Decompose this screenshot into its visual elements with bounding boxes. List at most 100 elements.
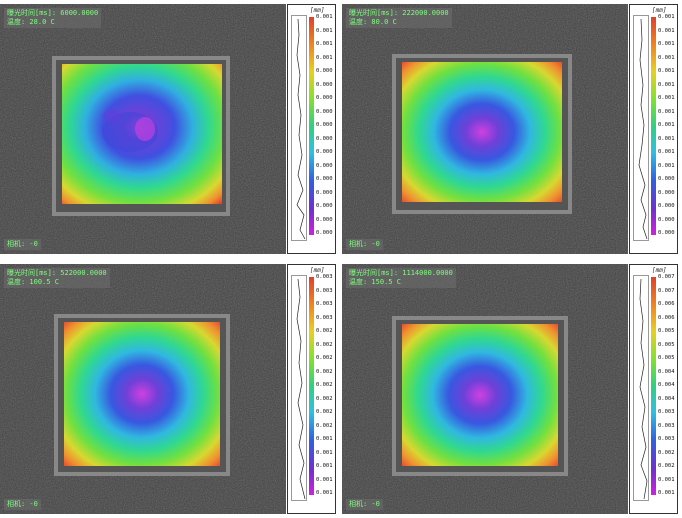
color-scale: [mm] 0.003 0.003 0.003 0.003 0.002 0.002 0.002… — [287, 264, 336, 514]
scale-tick-label: 0.001 — [658, 27, 675, 34]
info-overlay: 曝光时间[ms]: 222000.0000 温度: 80.0 C — [346, 8, 452, 28]
camera-frame: 曝光时间[ms]: 222000.0000 温度: 80.0 C 相机: -0 — [342, 4, 628, 254]
camera-frame: 曝光时间[ms]: 522000.0000 温度: 100.5 C 相机: -0 — [0, 264, 286, 514]
scale-tick-label: 0.002 — [316, 409, 333, 415]
scale-tick-label: 0.002 — [316, 422, 333, 429]
scale-tick-label: 0.004 — [658, 382, 675, 388]
scale-tick-label: 0.007 — [658, 274, 675, 280]
camera-label: 相机: -0 — [4, 499, 41, 510]
scale-tick-label: 0.001 — [316, 490, 333, 496]
scale-tick-label: 0.003 — [316, 301, 333, 307]
deformation-map — [342, 264, 628, 514]
scale-tick-label: 0.001 — [316, 476, 333, 483]
profile-plot — [633, 15, 649, 241]
scale-tick-label: 0.001 — [658, 476, 675, 483]
deformation-panel-3: 曝光时间[ms]: 522000.0000 温度: 100.5 C 相机: -0… — [0, 264, 336, 514]
scale-tick-label: 0.000 — [316, 122, 333, 128]
scale-tick-label: 0.000 — [658, 230, 675, 236]
deformation-map — [342, 4, 628, 254]
profile-plot — [633, 275, 649, 501]
time-label: 曝光时间[ms]: 1114000.0000 — [349, 269, 453, 277]
scale-tick-label: 0.000 — [316, 81, 333, 88]
scale-tick-label: 0.001 — [658, 122, 675, 128]
scale-tick-label: 0.001 — [658, 162, 675, 169]
scale-tick-label: 0.001 — [316, 463, 333, 469]
scale-tick-label: 0.005 — [658, 328, 675, 334]
scale-tick-label: 0.001 — [316, 449, 333, 456]
scale-tick-label: 0.000 — [316, 68, 333, 74]
scale-tick-label: 0.001 — [658, 14, 675, 20]
scale-tick-label: 0.002 — [658, 463, 675, 469]
scale-tick-label: 0.002 — [316, 382, 333, 388]
scale-tick-label: 0.002 — [658, 449, 675, 456]
scale-bar — [309, 277, 314, 495]
scale-tick-label: 0.001 — [658, 54, 675, 61]
scale-tick-label: 0.003 — [316, 287, 333, 294]
scale-bar — [651, 17, 656, 235]
info-overlay: 曝光时间[ms]: 1114000.0000 温度: 150.5 C — [346, 268, 456, 288]
scale-tick-label: 0.000 — [658, 189, 675, 196]
scale-unit: [mm] — [652, 267, 667, 274]
scale-tick-label: 0.001 — [316, 41, 333, 47]
scale-tick-label: 0.006 — [658, 301, 675, 307]
scale-tick-label: 0.000 — [316, 149, 333, 155]
scale-tick-label: 0.000 — [658, 203, 675, 209]
scale-tick-label: 0.007 — [658, 287, 675, 294]
camera-frame: 曝光时间[ms]: 1114000.0000 温度: 150.5 C 相机: -… — [342, 264, 628, 514]
scale-ticks: 0.001 0.001 0.001 0.001 0.000 0.000 0.000 0.000… — [316, 14, 337, 238]
scale-ticks: 0.003 0.003 0.003 0.003 0.002 0.002 0.002 0.002… — [316, 274, 337, 498]
scale-unit: [mm] — [310, 7, 325, 14]
deformation-panel-4: 曝光时间[ms]: 1114000.0000 温度: 150.5 C 相机: -… — [342, 264, 678, 514]
scale-tick-label: 0.001 — [658, 108, 675, 115]
scale-tick-label: 0.004 — [658, 395, 675, 402]
scale-tick-label: 0.005 — [658, 341, 675, 348]
scale-tick-label: 0.001 — [658, 41, 675, 47]
temperature-label: 温度: 100.5 C — [7, 278, 59, 286]
scale-tick-label: 0.000 — [316, 108, 333, 115]
time-label: 曝光时间[ms]: 6000.0000 — [7, 9, 99, 17]
scale-tick-label: 0.003 — [658, 409, 675, 415]
scale-ticks: 0.007 0.007 0.006 0.006 0.005 0.005 0.005 0.004… — [658, 274, 679, 498]
temperature-label: 温度: 28.0 C — [7, 18, 55, 26]
deformation-map — [0, 264, 286, 514]
scale-tick-label: 0.001 — [316, 14, 333, 20]
camera-label: 相机: -0 — [4, 239, 41, 250]
scale-tick-label: 0.000 — [316, 230, 333, 236]
scale-tick-label: 0.001 — [316, 436, 333, 442]
time-label: 曝光时间[ms]: 222000.0000 — [349, 9, 449, 17]
deformation-panel-1: 曝光时间[ms]: 6000.0000 温度: 28.0 C 相机: -0 [m… — [0, 4, 336, 254]
camera-label: 相机: -0 — [346, 499, 383, 510]
scale-bar — [651, 277, 656, 495]
profile-plot — [291, 275, 307, 501]
scale-bar — [309, 17, 314, 235]
scale-ticks: 0.001 0.001 0.001 0.001 0.001 0.001 0.001 0.001… — [658, 14, 679, 238]
scale-tick-label: 0.000 — [316, 203, 333, 209]
scale-tick-label: 0.000 — [316, 189, 333, 196]
scale-tick-label: 0.001 — [658, 135, 675, 142]
scale-tick-label: 0.002 — [316, 341, 333, 348]
scale-tick-label: 0.000 — [316, 135, 333, 142]
profile-plot — [291, 15, 307, 241]
scale-tick-label: 0.001 — [658, 149, 675, 155]
color-scale: [mm] 0.001 0.001 0.001 0.001 0.001 0.001 0.001… — [629, 4, 678, 254]
camera-frame: 曝光时间[ms]: 6000.0000 温度: 28.0 C 相机: -0 — [0, 4, 286, 254]
time-label: 曝光时间[ms]: 522000.0000 — [7, 269, 107, 277]
info-overlay: 曝光时间[ms]: 6000.0000 温度: 28.0 C — [4, 8, 102, 28]
scale-unit: [mm] — [652, 7, 667, 14]
scale-tick-label: 0.002 — [316, 355, 333, 361]
scale-tick-label: 0.002 — [316, 395, 333, 402]
scale-tick-label: 0.001 — [316, 54, 333, 61]
scale-tick-label: 0.001 — [316, 27, 333, 34]
scale-tick-label: 0.001 — [658, 81, 675, 88]
scale-tick-label: 0.001 — [658, 95, 675, 101]
scale-tick-label: 0.000 — [316, 162, 333, 169]
temperature-label: 温度: 150.5 C — [349, 278, 401, 286]
scale-tick-label: 0.000 — [316, 216, 333, 223]
scale-tick-label: 0.000 — [316, 176, 333, 182]
scale-tick-label: 0.001 — [658, 68, 675, 74]
scale-tick-label: 0.002 — [316, 328, 333, 334]
color-scale: [mm] 0.007 0.007 0.006 0.006 0.005 0.005 0.005… — [629, 264, 678, 514]
camera-label: 相机: -0 — [346, 239, 383, 250]
scale-tick-label: 0.000 — [658, 176, 675, 182]
scale-unit: [mm] — [310, 267, 325, 274]
